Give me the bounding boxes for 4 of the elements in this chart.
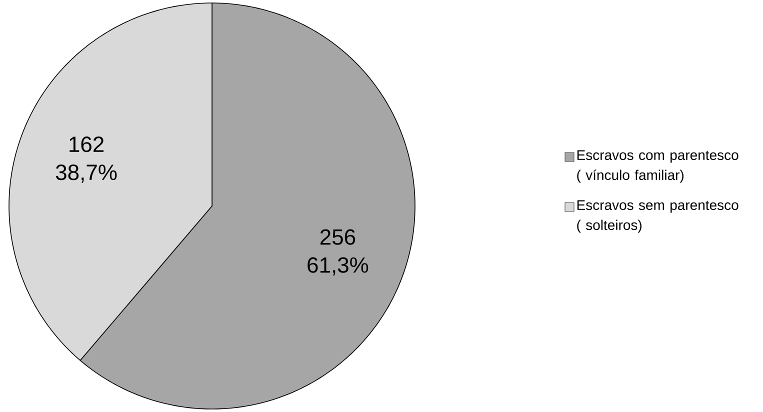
legend-label: Escravos com parentesco ( vínculo familiar) — [577, 150, 738, 183]
legend-label: Escravos sem parentesco ( solteiros) — [577, 200, 738, 233]
data-label: 162 38,7% — [56, 136, 117, 183]
data-label: 256 61,3% — [308, 229, 368, 276]
